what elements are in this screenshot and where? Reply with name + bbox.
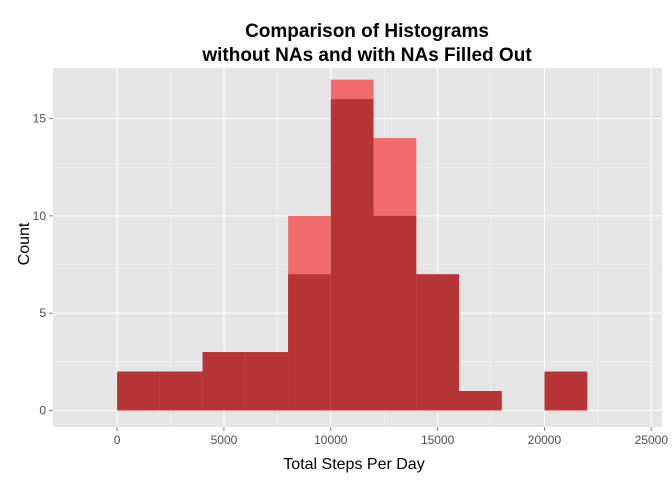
y-axis: 0 5 10 15: [33, 112, 53, 417]
histogram-bar-series-2: [373, 215, 417, 411]
x-tick-label: 20000: [528, 433, 562, 447]
histogram-bar-series-2: [117, 371, 160, 411]
x-tick-label: 10000: [314, 433, 348, 447]
y-tick-label: 15: [33, 112, 47, 126]
histogram-bar-series-2: [288, 274, 331, 411]
histogram-bar-series-2: [459, 391, 502, 411]
histogram-bar-series-2: [245, 352, 289, 411]
y-tick-label: 0: [39, 403, 46, 417]
x-tick-label: 25000: [635, 433, 669, 447]
histogram-bar-series-2: [202, 352, 246, 411]
histogram-bar-series-2: [159, 371, 203, 411]
title-line-2: without NAs and with NAs Filled Out: [201, 45, 532, 66]
x-axis: 0 5000 10000 15000 20000 25000: [114, 427, 669, 447]
x-tick-label: 5000: [211, 433, 238, 447]
histogram-bar-series-2: [416, 274, 459, 411]
y-tick-label: 10: [33, 209, 47, 223]
chart-title: Comparison of Histograms without NAs and…: [201, 21, 532, 66]
histogram-bars: [117, 79, 588, 411]
title-line-1: Comparison of Histograms: [245, 21, 489, 42]
y-axis-title: Count: [16, 222, 33, 265]
y-tick-label: 5: [39, 306, 46, 320]
x-tick-label: 15000: [421, 433, 455, 447]
histogram-bar-series-2: [544, 371, 588, 411]
histogram-bar-series-2: [330, 99, 374, 411]
x-axis-title: Total Steps Per Day: [283, 456, 424, 473]
x-tick-label: 0: [114, 433, 121, 447]
